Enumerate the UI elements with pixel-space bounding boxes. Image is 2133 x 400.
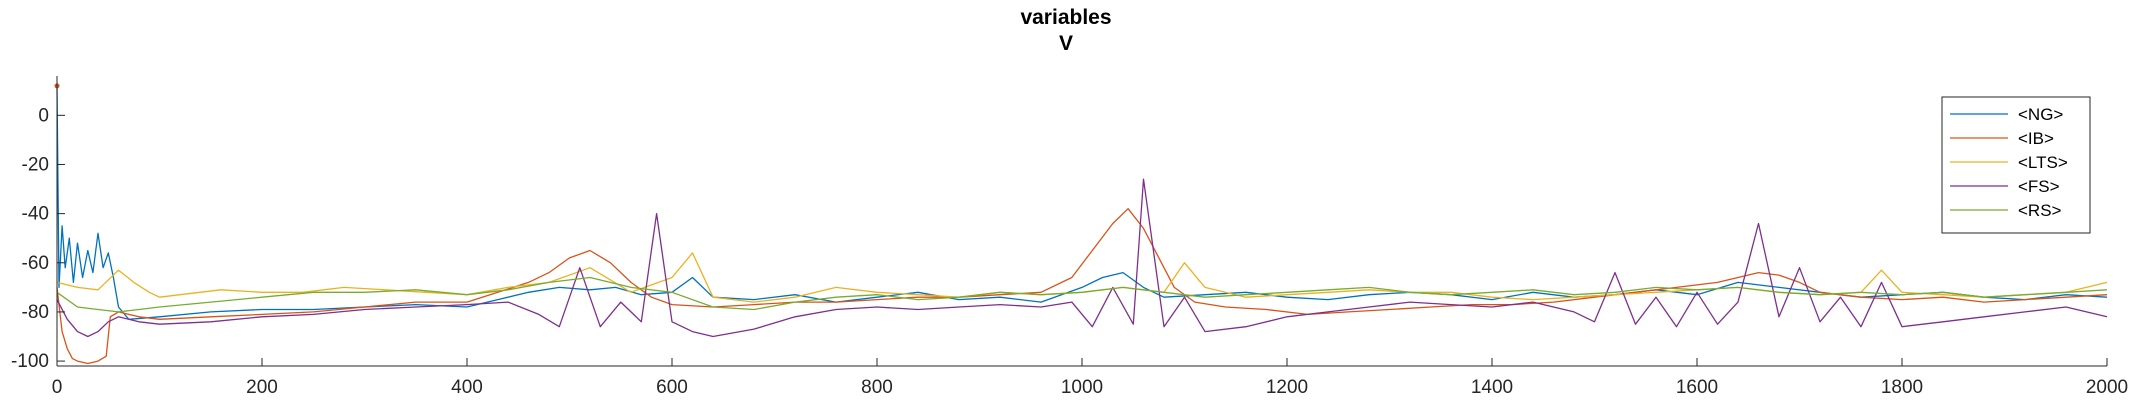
x-tick-label: 400 bbox=[451, 377, 483, 398]
series-line-1 bbox=[56, 208, 2108, 365]
y-tick-label: -60 bbox=[22, 253, 49, 274]
x-tick-label: 2000 bbox=[2086, 377, 2128, 398]
x-tick-label: 1800 bbox=[1881, 377, 1923, 398]
x-tick-label: 1200 bbox=[1266, 377, 1308, 398]
plot-area bbox=[54, 83, 2108, 365]
legend-label: <FS> bbox=[2018, 177, 2060, 196]
series-line-2 bbox=[56, 252, 2108, 303]
y-tick-label: -80 bbox=[22, 302, 49, 323]
x-tick-label: 800 bbox=[861, 377, 893, 398]
x-tick-label: 1000 bbox=[1061, 377, 1103, 398]
x-tick-label: 0 bbox=[52, 377, 63, 398]
legend-label: <RS> bbox=[2018, 201, 2062, 220]
legend: <NG> <IB> <LTS> <FS> <RS> bbox=[1941, 96, 2091, 234]
legend-label: <LTS> bbox=[2018, 153, 2068, 172]
legend-label: <NG> bbox=[2018, 105, 2063, 124]
y-tick-label: -40 bbox=[22, 204, 49, 225]
y-tick-label: 0 bbox=[38, 105, 49, 126]
legend-label: <IB> bbox=[2018, 129, 2054, 148]
x-tick-label: 600 bbox=[656, 377, 688, 398]
legend-box bbox=[1941, 96, 2091, 234]
axes: 0 200 400 600 800 1000 1200 1400 1600 1800 2000 -10… bbox=[11, 76, 2128, 398]
chart-title: variables bbox=[1020, 6, 1111, 29]
y-tick-label: -20 bbox=[22, 154, 49, 175]
x-tick-label: 1600 bbox=[1676, 377, 1718, 398]
x-tick-label: 1400 bbox=[1471, 377, 1513, 398]
chart-subtitle: V bbox=[1059, 32, 1073, 55]
series-line-4 bbox=[56, 276, 2108, 313]
series-line-0 bbox=[56, 85, 2108, 320]
series-line-3 bbox=[56, 178, 2108, 338]
x-tick-label: 200 bbox=[246, 377, 278, 398]
y-tick-label: -100 bbox=[11, 351, 49, 372]
